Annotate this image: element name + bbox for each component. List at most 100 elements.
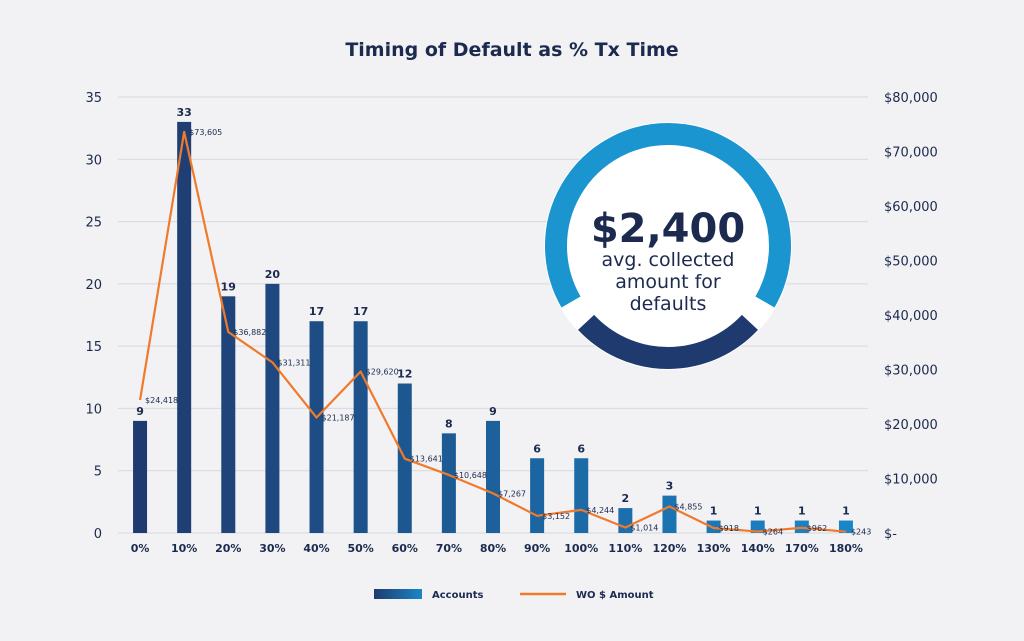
callout-value: $2,400 <box>591 206 745 252</box>
legend-swatch-accounts <box>374 589 422 599</box>
bar <box>441 433 456 533</box>
gridlines <box>118 96 868 534</box>
x-tick-label: 180% <box>829 542 863 555</box>
x-axis-ticks: 0% 10% 20% 30% 40% 50% 60% 70% 80% 90% 100% 110% 120… <box>131 542 863 555</box>
left-tick-label: 30 <box>85 153 102 168</box>
callout-caption-line: amount for <box>615 271 721 293</box>
callout-outer-disc <box>544 122 792 370</box>
bar <box>353 321 368 533</box>
line-value-label: $3,152 <box>542 512 570 521</box>
bar <box>706 520 721 533</box>
x-tick-label: 140% <box>741 542 775 555</box>
right-tick-label: $30,000 <box>884 364 938 379</box>
x-tick-label: 120% <box>652 542 686 555</box>
x-tick-label: 100% <box>564 542 598 555</box>
line-value-label: $13,641 <box>410 455 443 464</box>
bar <box>662 495 677 533</box>
left-tick-label: 5 <box>94 465 102 480</box>
chart-title: Timing of Default as % Tx Time <box>345 39 678 61</box>
bar-value-label: 20 <box>265 268 281 281</box>
right-tick-label: $80,000 <box>884 91 938 106</box>
line-value-label: $10,648 <box>454 471 487 480</box>
callout-caption-line: avg. collected <box>602 249 735 271</box>
right-axis-ticks: $- $10,000 $20,000 $30,000 $40,000 $50,000 $60… <box>884 91 938 542</box>
bar <box>530 458 545 533</box>
line-series <box>138 130 847 533</box>
bar <box>750 520 765 533</box>
right-tick-label: $60,000 <box>884 200 938 215</box>
left-axis-ticks: 0 5 10 15 20 25 30 35 <box>85 91 102 542</box>
line-value-label: $243 <box>851 528 871 537</box>
left-tick-label: 20 <box>85 278 102 293</box>
legend-label-accounts: Accounts <box>432 590 483 601</box>
x-tick-label: 80% <box>480 542 506 555</box>
x-tick-label: 40% <box>303 542 329 555</box>
bar <box>486 420 500 533</box>
bar-value-label: 8 <box>445 417 453 430</box>
bar-value-label: 33 <box>177 106 192 119</box>
left-tick-label: 25 <box>85 216 102 231</box>
bar <box>309 321 324 533</box>
right-tick-label: $40,000 <box>884 309 938 324</box>
line-value-label: $31,311 <box>277 358 310 367</box>
line-value-label: $73,605 <box>189 128 222 137</box>
line-value-label: $7,267 <box>498 489 526 498</box>
callout-ring-bottom <box>578 314 758 369</box>
bar-value-label: 6 <box>533 442 541 455</box>
bar-value-label: 19 <box>221 280 236 293</box>
left-tick-label: 0 <box>94 527 102 542</box>
legend-label-wo-amount: WO $ Amount <box>576 590 654 601</box>
bar-value-label: 9 <box>489 405 497 418</box>
right-tick-label: $10,000 <box>884 473 938 488</box>
line-value-label: $29,620 <box>366 368 399 377</box>
bar <box>177 121 192 534</box>
line-value-label: $4,855 <box>674 503 702 512</box>
bar-value-label: 6 <box>577 442 585 455</box>
line-value-label: $264 <box>763 528 783 537</box>
right-tick-label: $- <box>884 527 897 542</box>
line-value-label: $962 <box>807 524 827 533</box>
x-tick-label: 30% <box>259 542 285 555</box>
x-tick-label: 0% <box>131 542 150 555</box>
x-tick-label: 130% <box>697 542 731 555</box>
left-tick-label: 10 <box>85 402 102 417</box>
line-value-label: $21,187 <box>322 414 355 423</box>
bar-value-label: 17 <box>309 305 324 318</box>
x-tick-label: 110% <box>608 542 642 555</box>
line-value-label: $36,882 <box>233 328 266 337</box>
bar <box>221 296 236 533</box>
x-tick-label: 10% <box>171 542 197 555</box>
x-tick-label: 90% <box>524 542 550 555</box>
legend: Accounts WO $ Amount <box>374 589 654 601</box>
bar-value-label: 17 <box>353 305 368 318</box>
line-value-label: $1,014 <box>630 523 658 532</box>
line-value-label: $918 <box>719 524 739 533</box>
bar-value-label: 1 <box>754 505 762 518</box>
wo-amount-line <box>138 130 847 533</box>
x-tick-label: 20% <box>215 542 241 555</box>
right-tick-label: $20,000 <box>884 418 938 433</box>
bar-data-labels: 9 33 19 20 17 17 12 8 9 6 6 2 3 1 1 1 1 <box>136 106 850 518</box>
bar <box>574 458 589 533</box>
bar-value-label: 3 <box>666 480 674 493</box>
line-data-labels: $24,418 $73,605 $36,882 $31,311 $21,187 $29,6… <box>145 128 871 537</box>
x-tick-label: 50% <box>347 542 373 555</box>
bar <box>265 283 280 533</box>
line-value-label: $4,244 <box>586 506 614 515</box>
x-tick-label: 170% <box>785 542 819 555</box>
bar-value-label: 9 <box>136 405 144 418</box>
line-value-label: $24,418 <box>145 396 178 405</box>
bar-value-label: 1 <box>798 505 806 518</box>
right-tick-label: $50,000 <box>884 255 938 270</box>
callout-caption-line: defaults <box>630 293 707 315</box>
x-tick-label: 70% <box>436 542 462 555</box>
bar-value-label: 2 <box>622 492 630 505</box>
left-tick-label: 35 <box>85 91 102 106</box>
bar-value-label: 12 <box>397 368 412 381</box>
callout-ring-top <box>545 123 791 308</box>
bar-value-label: 1 <box>842 505 850 518</box>
bar <box>838 520 853 533</box>
